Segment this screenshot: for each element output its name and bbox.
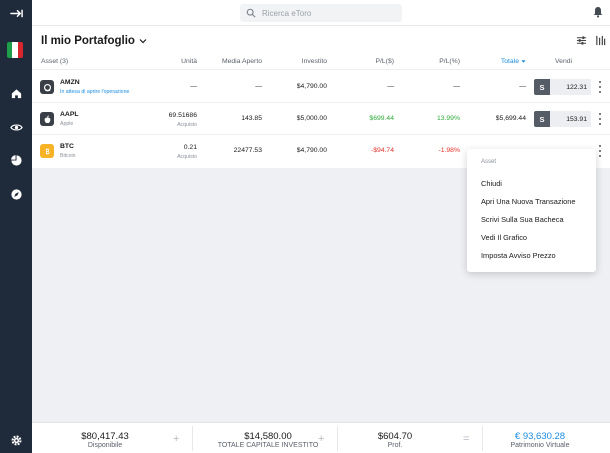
sell-control[interactable]: S 122.31 [534, 79, 591, 95]
asset-context-menu: Asset Chiudi Apri Una Nuova Transazione … [467, 149, 596, 272]
units-value: 69.51686 [168, 112, 197, 119]
chevron-down-icon [139, 39, 147, 44]
amazon-logo-icon [40, 80, 54, 94]
units-direction: Acquisto [177, 154, 197, 160]
profit-value: $604.70 [377, 431, 413, 442]
virtual-label: Patrimonio Virtuale [510, 442, 570, 449]
more-options-icon[interactable] [598, 113, 602, 125]
bitcoin-logo-icon [40, 144, 54, 158]
total-value: — [519, 83, 526, 90]
header-pl-pct[interactable]: P/L(%) [439, 58, 460, 65]
pl-value: -$94.74 [370, 147, 394, 154]
virtual-value: € 93,630.28 [514, 431, 566, 442]
units-direction: Acquisto [177, 122, 197, 128]
footer-divider [482, 426, 483, 451]
units-value: 0.21 [183, 144, 197, 151]
header-pl[interactable]: P/L($) [375, 58, 394, 65]
header-total-label: Totale [500, 58, 519, 65]
menu-item-price-alert[interactable]: Imposta Avviso Prezzo [481, 251, 556, 260]
invested-value: $4,790.00 [296, 83, 327, 90]
total-value: $5,699.44 [495, 115, 526, 122]
asset-name: Bitcoin [60, 153, 76, 159]
top-bar [32, 0, 610, 26]
units-value: — [190, 83, 197, 90]
total-invested: $14,580.00 TOTALE CAPITALE INVESTITO [198, 423, 338, 453]
profit-label: Prof. [387, 442, 403, 449]
discover-compass-icon[interactable] [0, 183, 32, 205]
header-invested[interactable]: Investito [301, 58, 327, 65]
table-row[interactable]: AAPL Apple 69.51686 Acquisto 143.85 $5,0… [32, 103, 610, 135]
invested-value: $4,790.00 [296, 147, 327, 154]
filter-sliders-icon[interactable] [576, 35, 587, 46]
bell-icon[interactable] [592, 6, 604, 18]
equals-operator: = [463, 433, 470, 445]
sell-price[interactable]: 153.91 [550, 111, 591, 127]
pl-value: $699.44 [369, 115, 394, 122]
portfolio-pie-icon[interactable] [0, 149, 32, 171]
footer-divider [192, 426, 193, 451]
settings-gear-icon[interactable] [0, 429, 32, 451]
virtual-equity: € 93,630.28 Patrimonio Virtuale [475, 423, 605, 453]
menu-item-new-trade[interactable]: Apri Una Nuova Transazione [481, 197, 576, 206]
asset-ticker: BTC [60, 143, 74, 150]
header-avg-open[interactable]: Media Aperto [221, 58, 262, 65]
sidebar [0, 0, 32, 453]
profit: $604.70 Prof. [330, 423, 460, 453]
header-total[interactable]: Totale [501, 58, 526, 65]
collapse-arrow-icon[interactable] [0, 2, 32, 24]
header-asset[interactable]: Asset (3) [41, 58, 69, 65]
menu-item-post-feed[interactable]: Scrivi Sulla Sua Bacheca [481, 215, 564, 224]
search-input[interactable] [262, 8, 392, 18]
portfolio-title-dropdown[interactable]: Il mio Portafoglio [41, 35, 147, 47]
asset-ticker: AMZN [60, 79, 80, 86]
table-row[interactable]: BTC Bitcoin 0.21 Acquisto 22477.53 $4,79… [32, 135, 610, 167]
asset-name: Apple [60, 121, 74, 127]
watchlist-eye-icon[interactable] [0, 116, 32, 138]
asset-ticker: AAPL [60, 111, 79, 118]
available-value: $80,417.43 [81, 431, 129, 442]
invested-total-label: TOTALE CAPITALE INVESTITO [217, 442, 319, 449]
sell-button[interactable]: S [534, 79, 550, 95]
footer-divider [337, 426, 338, 451]
header-units[interactable]: Unità [181, 58, 197, 65]
page-title: Il mio Portafoglio [41, 35, 135, 47]
sell-control[interactable]: S 153.91 [534, 111, 591, 127]
account-summary-footer: $80,417.43 Disponibile + $14,580.00 TOTA… [32, 422, 610, 453]
pl-value: — [387, 83, 394, 90]
pl-pct-value: 13.99% [436, 115, 460, 122]
available-balance: $80,417.43 Disponibile [40, 423, 170, 453]
avg-open-value: 22477.53 [233, 147, 262, 154]
sell-button[interactable]: S [534, 111, 550, 127]
plus-operator: + [318, 433, 325, 445]
asset-status: In attesa di aprire l'operazione [60, 89, 130, 95]
portfolio-panel: Il mio Portafoglio Asset (3) Unità Media… [32, 26, 610, 168]
pl-pct-value: — [453, 83, 460, 90]
sell-price[interactable]: 122.31 [550, 79, 591, 95]
italy-flag-icon[interactable] [7, 42, 23, 58]
table-header: Asset (3) Unità Media Aperto Investito P… [32, 54, 610, 70]
plus-operator: + [173, 433, 180, 445]
apple-logo-icon [40, 112, 54, 126]
pl-pct-value: -1.98% [438, 147, 460, 154]
more-options-icon[interactable] [598, 145, 602, 157]
more-options-icon[interactable] [598, 81, 602, 93]
invested-value: $5,000.00 [296, 115, 327, 122]
avg-open-value: — [255, 83, 262, 90]
search-box[interactable] [240, 4, 402, 22]
chart-settings-icon[interactable] [595, 35, 606, 46]
avg-open-value: 143.85 [241, 115, 262, 122]
invested-total-value: $14,580.00 [244, 431, 292, 442]
table-row[interactable]: AMZN In attesa di aprire l'operazione — … [32, 71, 610, 103]
menu-item-view-chart[interactable]: Vedi Il Grafico [481, 233, 528, 242]
home-icon[interactable] [0, 82, 32, 104]
search-icon [246, 8, 256, 18]
available-label: Disponibile [87, 442, 123, 449]
menu-item-close[interactable]: Chiudi [481, 179, 502, 188]
sort-desc-icon [521, 60, 526, 63]
header-sell: Vendi [555, 58, 573, 65]
menu-header: Asset [481, 159, 497, 165]
